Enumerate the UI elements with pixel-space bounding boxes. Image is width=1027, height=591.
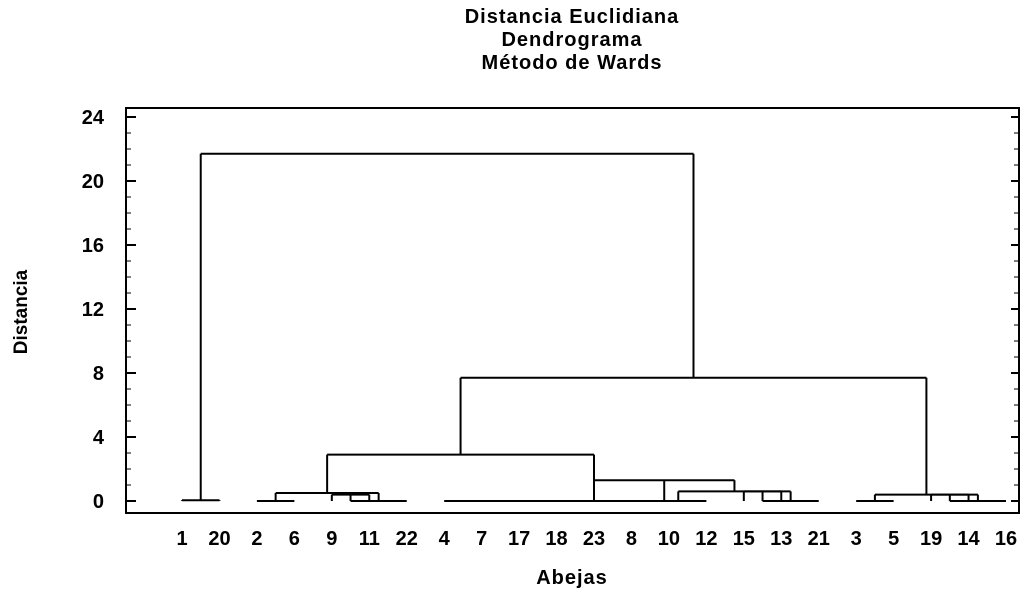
y-tick-label: 0 — [93, 491, 104, 513]
chart-title-line-2: Dendrograma — [501, 29, 643, 51]
leaf-label: 15 — [733, 528, 755, 550]
chart-title-line-3: Método de Wards — [481, 52, 663, 74]
y-tick-label: 12 — [82, 299, 104, 321]
chart-title-line-1: Distancia Euclidiana — [464, 6, 680, 28]
leaf-label: 8 — [626, 528, 637, 550]
leaf-label: 5 — [888, 528, 899, 550]
leaf-label: 12 — [695, 528, 717, 550]
leaf-label: 23 — [583, 528, 605, 550]
leaf-label: 4 — [439, 528, 451, 550]
y-tick-label: 16 — [82, 235, 104, 257]
plot-frame — [125, 107, 1020, 514]
leaf-label: 11 — [359, 528, 380, 550]
y-tick-label: 20 — [82, 171, 104, 193]
leaf-label: 3 — [851, 528, 862, 550]
leaf-label: 2 — [251, 528, 262, 550]
leaf-label: 13 — [770, 528, 792, 550]
y-tick-label: 8 — [93, 363, 104, 385]
dendrogram-links — [181, 152, 1006, 502]
leaf-label: 6 — [289, 528, 300, 550]
leaf-label: 10 — [658, 528, 680, 550]
leaf-label: 9 — [326, 528, 337, 550]
leaf-label: 21 — [808, 528, 830, 550]
leaf-label: 18 — [545, 528, 567, 550]
y-axis: 0 4 8 12 16 20 24 — [82, 107, 1019, 513]
leaf-label: 22 — [396, 528, 418, 550]
leaf-label: 19 — [920, 528, 942, 550]
leaf-label: 17 — [508, 528, 530, 550]
leaf-label: 1 — [176, 528, 187, 550]
leaf-label: 7 — [476, 528, 487, 550]
chart-title: Distancia Euclidiana Dendrograma Método … — [382, 6, 762, 75]
leaf-labels: 1 20 2 6 9 11 22 4 7 17 18 23 8 10 12 15 13 21 3 5 19 14 16 — [176, 528, 1017, 550]
leaf-label: 20 — [208, 528, 230, 550]
leaf-label: 16 — [995, 528, 1017, 550]
x-axis-title: Abejas — [536, 567, 608, 589]
y-tick-label: 24 — [82, 107, 105, 129]
y-tick-label: 4 — [93, 427, 105, 449]
leaf-label: 14 — [957, 528, 980, 550]
